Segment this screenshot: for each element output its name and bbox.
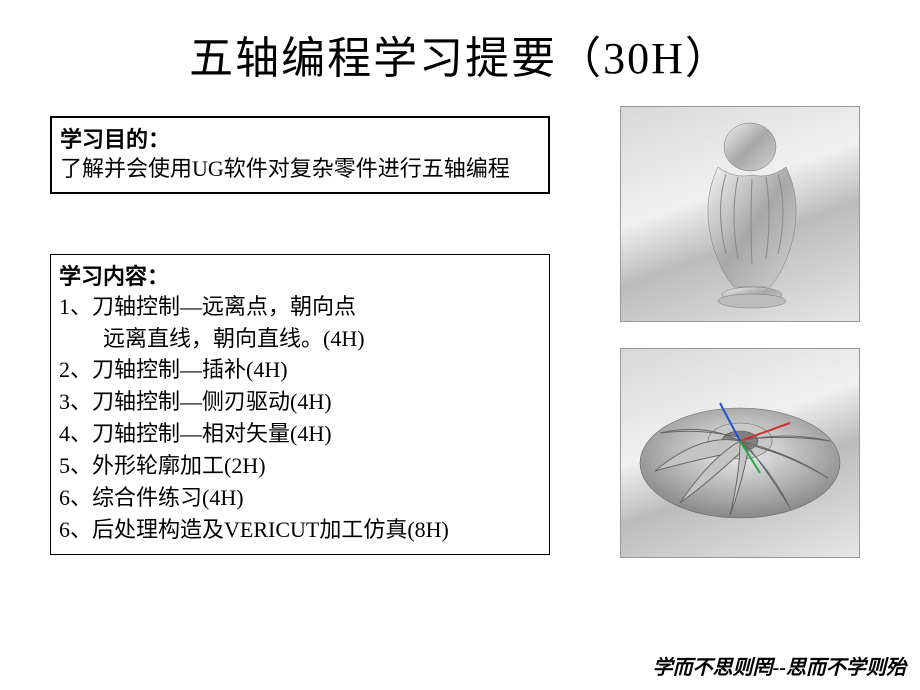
main-content-row: 学习目的： 了解并会使用UG软件对复杂零件进行五轴编程 学习内容： 1、刀轴控制… — [0, 116, 920, 558]
list-item: 2、刀轴控制—插补(4H) — [59, 354, 541, 386]
objective-box: 学习目的： 了解并会使用UG软件对复杂零件进行五轴编程 — [50, 116, 550, 194]
list-item: 6、综合件练习(4H) — [59, 482, 541, 514]
list-item: 远离直线，朝向直线。(4H) — [59, 323, 541, 355]
content-box: 学习内容： 1、刀轴控制—远离点，朝向点 远离直线，朝向直线。(4H) 2、刀轴… — [50, 254, 550, 555]
impeller-render-image — [620, 348, 860, 558]
page-title: 五轴编程学习提要（30H） — [0, 0, 920, 116]
footer-quote: 学而不思则罔--思而不学则殆 — [653, 651, 906, 680]
list-item: 4、刀轴控制—相对矢量(4H) — [59, 418, 541, 450]
list-item: 1、刀轴控制—远离点，朝向点 — [59, 291, 541, 323]
list-item: 6、后处理构造及VERICUT加工仿真(8H) — [59, 514, 541, 546]
content-heading: 学习内容： — [59, 259, 541, 291]
right-column — [620, 106, 880, 558]
content-list: 1、刀轴控制—远离点，朝向点 远离直线，朝向直线。(4H) 2、刀轴控制—插补(… — [59, 291, 541, 546]
trophy-render-image — [620, 106, 860, 322]
objective-text: 了解并会使用UG软件对复杂零件进行五轴编程 — [60, 154, 540, 184]
list-item: 3、刀轴控制—侧刃驱动(4H) — [59, 386, 541, 418]
list-item: 5、外形轮廓加工(2H) — [59, 450, 541, 482]
left-column: 学习目的： 了解并会使用UG软件对复杂零件进行五轴编程 学习内容： 1、刀轴控制… — [50, 116, 580, 558]
objective-heading: 学习目的： — [60, 122, 540, 154]
